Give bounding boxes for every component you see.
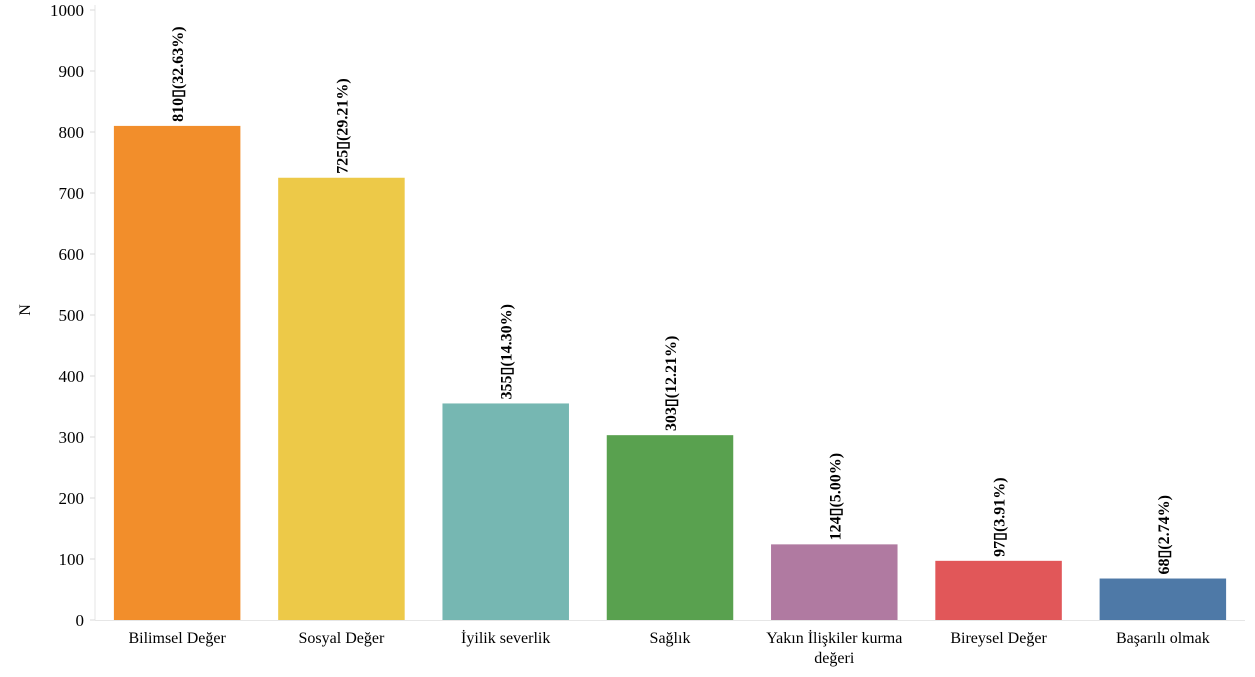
bar-data-label: 124▯(5.00%) [827, 453, 844, 540]
y-axis: 0 100 200 300 400 500 600 700 800 900 1000 [50, 1, 96, 630]
bar [113, 125, 241, 621]
bar-data-label: 68▯(2.74%) [1156, 495, 1173, 574]
bar [606, 435, 734, 620]
y-tick-label: 200 [59, 489, 85, 508]
x-tick-label: Sağlık [650, 630, 691, 647]
y-axis-title: N [17, 304, 34, 316]
y-tick-label: 700 [59, 184, 85, 203]
x-tick-label: Bireysel Değer [950, 630, 1047, 647]
bar-data-label: 810▯(32.63%) [170, 26, 187, 121]
x-tick-label: değeri [814, 650, 855, 667]
bar [278, 177, 405, 620]
bar [442, 403, 569, 620]
bar-data-label: 725▯(29.21%) [334, 78, 351, 173]
y-tick-label: 800 [59, 123, 85, 142]
bars: 810▯(32.63%) 725▯(29.21%) 355▯(14.30%) 303▯… [113, 26, 1227, 621]
x-tick-label: Bilimsel Değer [128, 630, 226, 647]
y-tick-label: 1000 [50, 1, 84, 20]
x-tick-label: İyilik severlik [461, 629, 550, 647]
bar [1099, 578, 1227, 620]
x-tick-label: Yakın İlişkiler kurma [766, 629, 902, 647]
bar-data-label: 303▯(12.21%) [663, 336, 680, 431]
y-tick-label: 0 [76, 611, 85, 630]
bar [935, 560, 1062, 620]
bar [771, 544, 898, 620]
y-tick-label: 300 [59, 428, 85, 447]
x-tick-label: Sosyal Değer [299, 630, 385, 647]
y-tick-label: 600 [59, 245, 85, 264]
y-tick-label: 400 [59, 367, 85, 386]
bar-data-label: 355▯(14.30%) [499, 304, 516, 399]
x-tick-label: Başarılı olmak [1116, 630, 1210, 647]
bar-data-label: 97▯(3.91%) [992, 477, 1009, 556]
x-axis: Bilimsel Değer Sosyal Değer İyilik severli… [95, 620, 1245, 667]
y-tick-label: 500 [59, 306, 85, 325]
y-tick-label: 100 [59, 550, 85, 569]
y-tick-label: 900 [59, 62, 85, 81]
